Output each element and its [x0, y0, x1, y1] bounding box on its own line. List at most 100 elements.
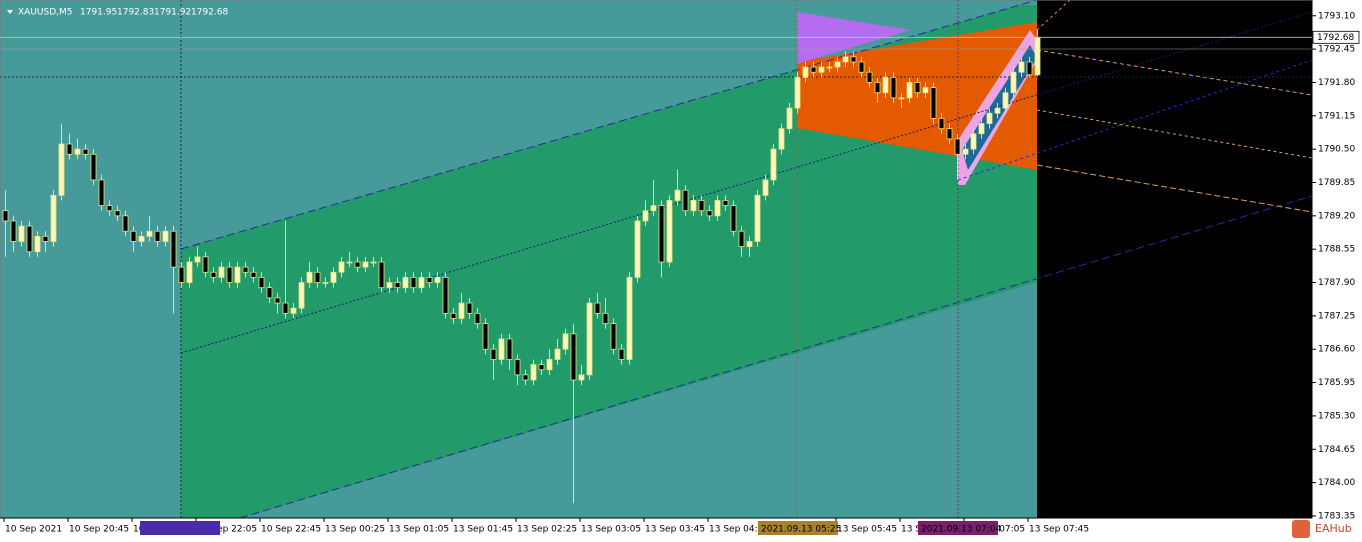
candle-body: [298, 282, 305, 309]
y-tick-label: 1791.80: [1318, 78, 1355, 88]
y-tick-label: 1788.55: [1318, 245, 1355, 255]
cursor-box: [758, 521, 838, 535]
candle-body: [714, 200, 721, 217]
x-tick-label: 13 Sep 03:05: [581, 525, 641, 535]
candle-body: [770, 148, 777, 181]
candle-body: [1034, 36, 1041, 76]
candle-body: [586, 302, 593, 376]
candle-body: [34, 235, 41, 253]
y-tick-label: 1784.00: [1318, 478, 1355, 488]
candle-body: [850, 56, 857, 63]
drawings: [0, 0, 1313, 519]
candle-body: [130, 230, 137, 242]
y-tick-label: 1787.25: [1318, 311, 1355, 321]
x-tick-label: 10 Sep 22:05: [197, 525, 257, 535]
candle-body: [314, 271, 321, 283]
candle-body: [58, 143, 65, 196]
y-tick-label: 1792.45: [1318, 45, 1355, 55]
candle-body: [394, 282, 401, 289]
header-high: 1792.83: [117, 8, 154, 18]
symbol: XAUUSD,M5: [18, 8, 73, 18]
candle-body: [474, 312, 481, 324]
blue-wedge: [962, 45, 1037, 170]
fan-line: [957, 59, 1313, 181]
candle-body: [922, 87, 929, 94]
candle-body: [330, 271, 337, 283]
candle-body: [874, 82, 881, 94]
candle-body: [194, 256, 201, 263]
x-tick-label: 13 Sep 05:45: [837, 525, 897, 535]
menu-arrow: [7, 10, 13, 14]
y-tick-label: 1783.35: [1318, 511, 1355, 521]
candle-body: [930, 87, 937, 119]
candle-body: [666, 200, 673, 263]
candle-body: [322, 282, 329, 284]
channel-fill: [181, 5, 1037, 518]
candle-body: [450, 312, 457, 319]
candle-body: [674, 189, 681, 201]
candle-body: [66, 143, 73, 155]
candle-body: [370, 261, 377, 264]
candle-body: [50, 194, 57, 242]
candle-body: [882, 76, 889, 94]
x-tick-label: 13 Sep 07:45: [1029, 525, 1089, 535]
candle-body: [306, 271, 313, 283]
logo-icon: [1292, 520, 1310, 538]
y-tick-label: 1786.60: [1318, 345, 1355, 355]
candle-body: [642, 210, 649, 222]
y-tick-label: 1787.90: [1318, 278, 1355, 288]
candle-body: [290, 307, 297, 314]
candle-body: [538, 364, 545, 371]
candle-body: [386, 282, 393, 289]
channel-upper: [180, 0, 1039, 250]
candle-body: [186, 261, 193, 283]
candle-body: [594, 302, 601, 314]
candle-body: [1026, 61, 1033, 76]
candle-body: [522, 374, 529, 381]
candle-body: [2, 210, 9, 222]
candle-body: [842, 56, 849, 63]
candle-body: [10, 220, 17, 242]
channel-mid: [180, 11, 1313, 354]
candle-body: [938, 117, 945, 130]
candle-body: [106, 205, 113, 212]
candle-body: [466, 302, 473, 314]
candle-body: [498, 338, 505, 360]
cursor-box: [918, 521, 998, 535]
y-tick-label: 1790.50: [1318, 145, 1355, 155]
candle-body: [762, 179, 769, 196]
x-tick-label: 13 Sep 02:25: [517, 525, 577, 535]
candle-body: [626, 277, 633, 360]
candle-body: [442, 277, 449, 314]
candle-body: [178, 266, 185, 283]
candle-body: [962, 148, 969, 155]
candle-body: [914, 82, 921, 94]
candle-body: [754, 194, 761, 242]
y-tick-label: 1793.10: [1318, 11, 1355, 21]
candle-body: [554, 348, 561, 360]
candle-body: [26, 225, 33, 253]
candle-body: [802, 66, 809, 78]
candle-body: [482, 323, 489, 350]
candle-body: [170, 230, 177, 268]
candle-body: [986, 112, 993, 124]
candle-body: [210, 271, 217, 278]
candle-body: [866, 71, 873, 83]
logo: EAHub: [1315, 522, 1352, 535]
candle-body: [618, 348, 625, 360]
candle-body: [410, 277, 417, 289]
candle-body: [690, 200, 697, 212]
candle-body: [18, 225, 25, 242]
candle-body: [1002, 92, 1009, 109]
y-tick-label: 1791.15: [1318, 111, 1355, 121]
candle-body: [658, 205, 665, 263]
candle-body: [562, 333, 569, 350]
candle-body: [546, 359, 553, 371]
candle-body: [234, 266, 241, 283]
x-tick-label: 10 Sep 20:45: [69, 525, 129, 535]
y-tick-label: 1785.30: [1318, 411, 1355, 421]
x-tick-label: 13 Sep 01:05: [389, 525, 449, 535]
candle-body: [378, 261, 385, 289]
candle-body: [706, 210, 713, 217]
cursor-box: [140, 521, 220, 535]
